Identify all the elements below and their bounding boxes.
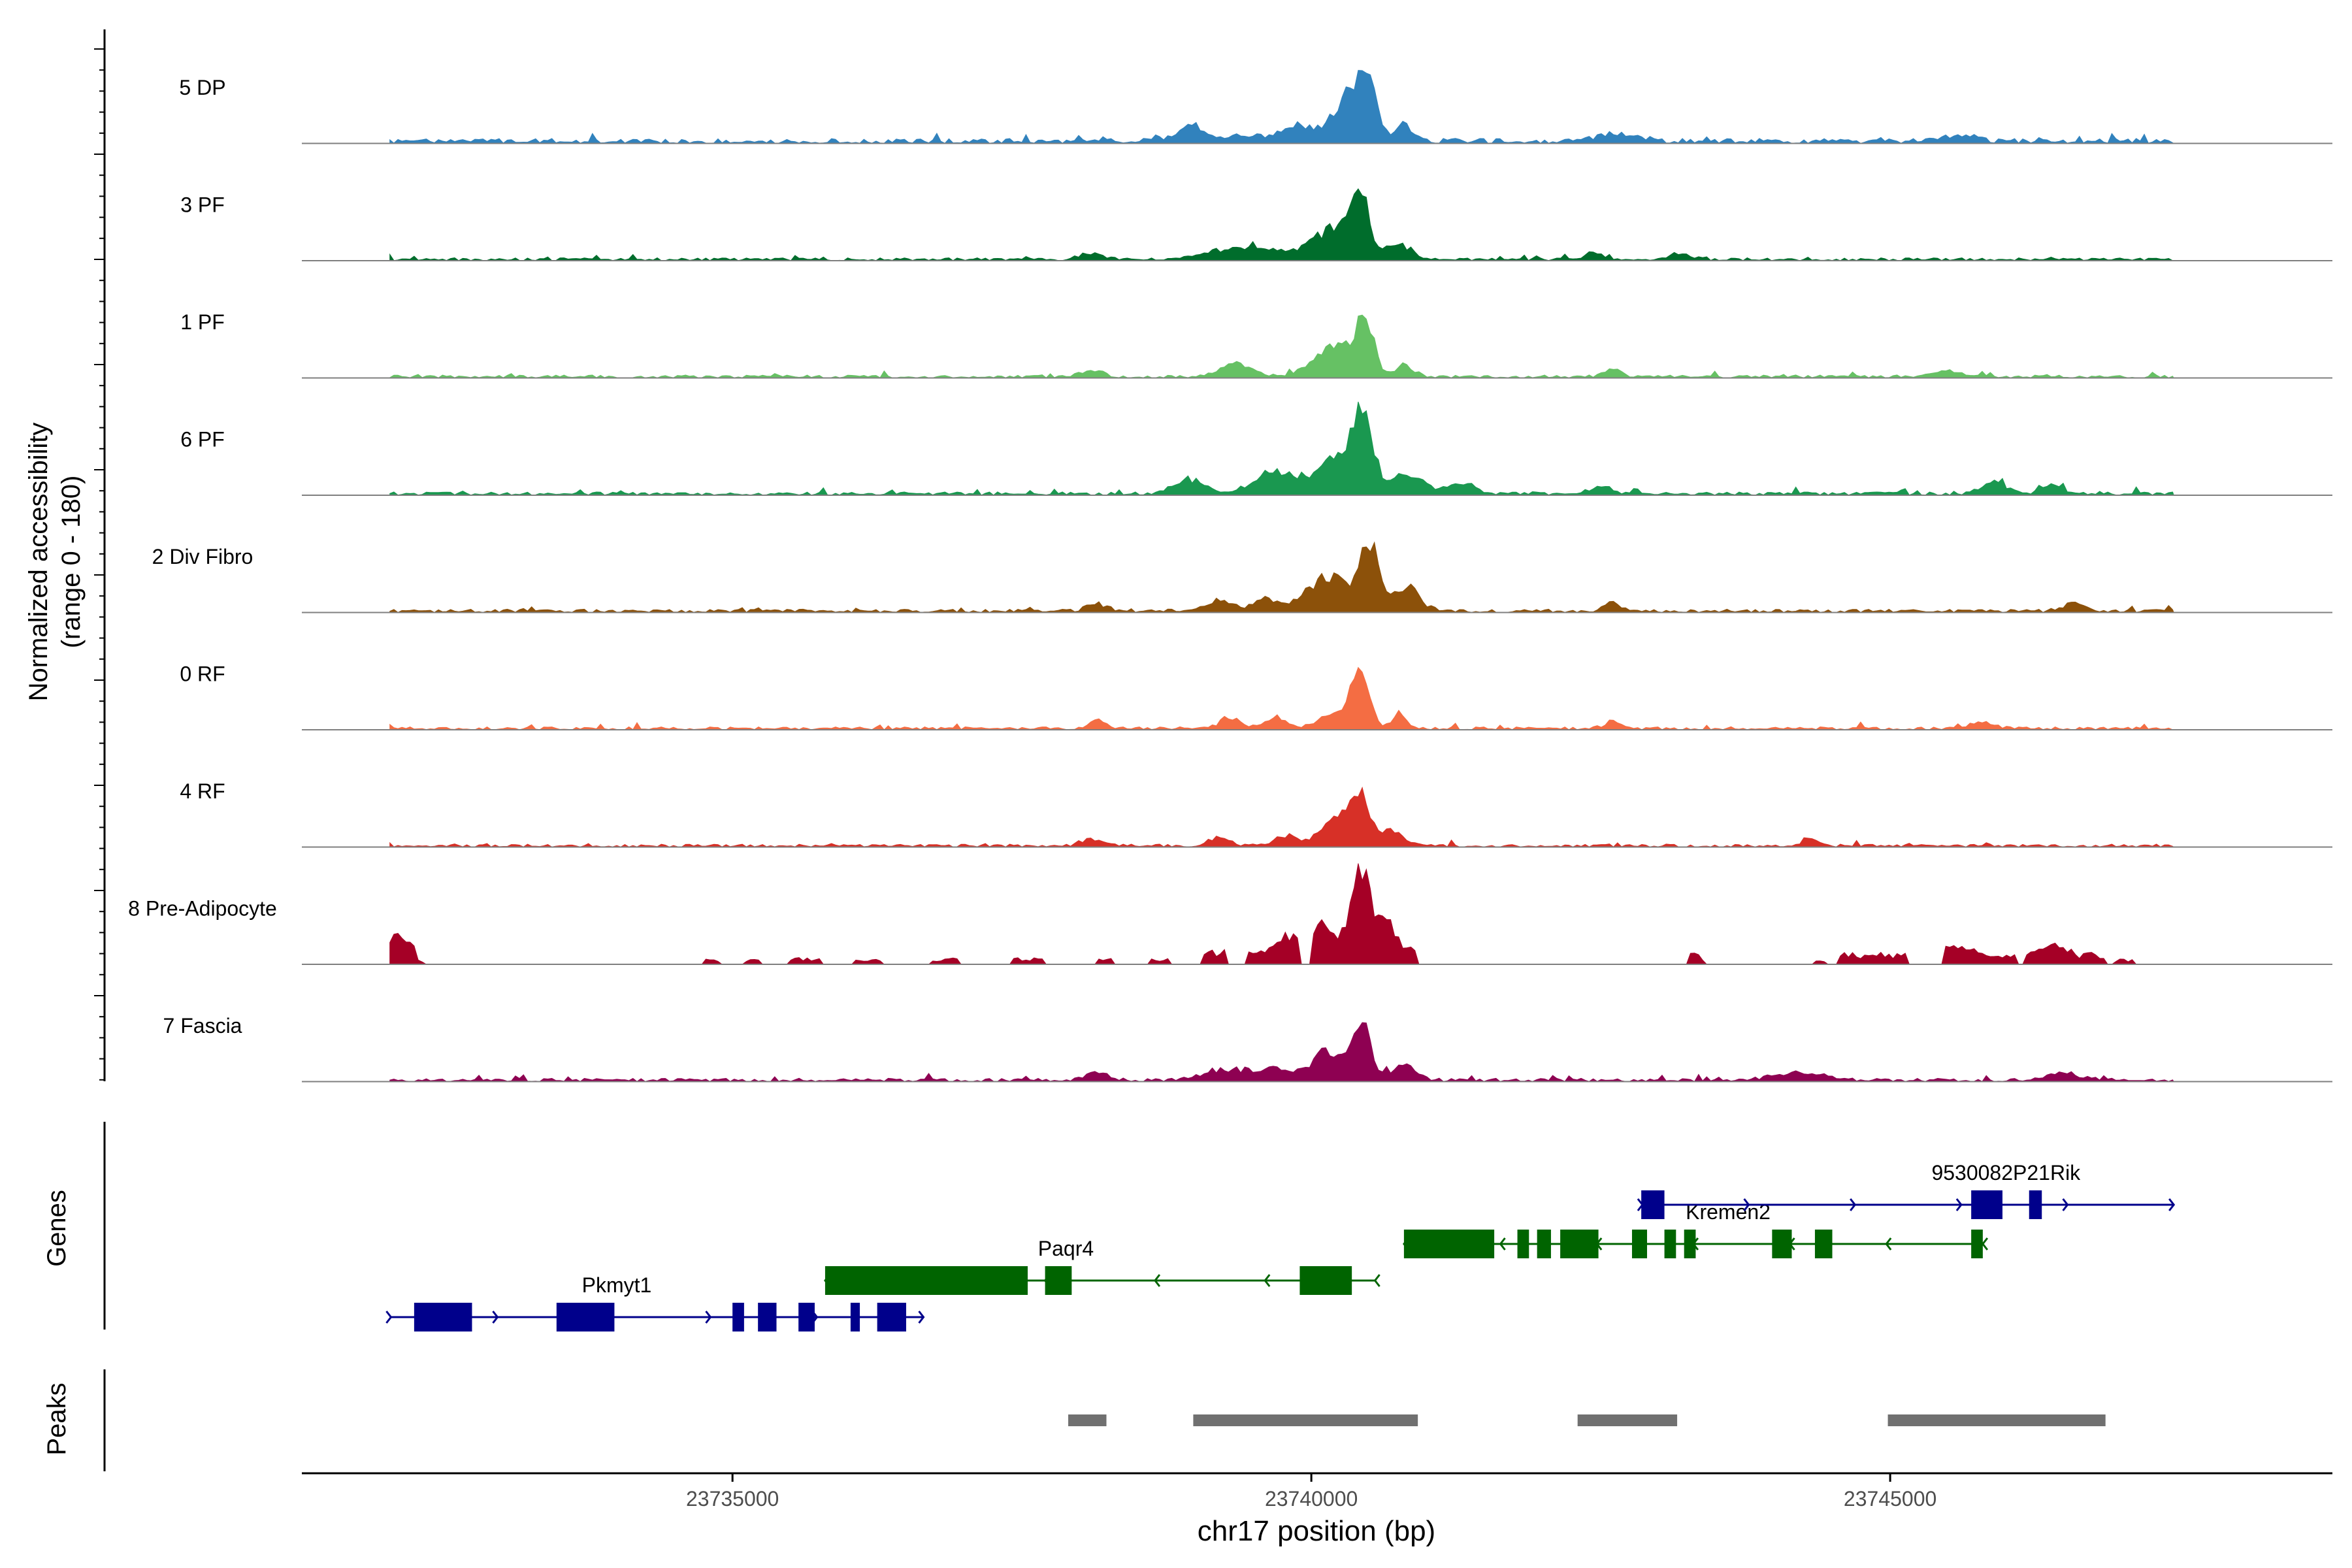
peak bbox=[1887, 1414, 2106, 1426]
strand-arrow bbox=[1264, 1274, 1271, 1287]
coverage-track: 2 Div Fibro bbox=[152, 541, 2332, 613]
coverage-area bbox=[389, 541, 2174, 613]
gene-exon bbox=[1971, 1190, 2002, 1219]
coverage-area bbox=[389, 70, 2175, 144]
gene: 9530082P21Rik bbox=[1637, 1161, 2176, 1219]
coverage-track: 3 PF bbox=[180, 188, 2332, 261]
track-label: 4 RF bbox=[180, 779, 225, 803]
strand-arrow bbox=[2062, 1198, 2069, 1211]
gene-exon bbox=[1814, 1230, 1833, 1258]
track-label: 0 RF bbox=[180, 662, 225, 686]
y-axis-title-line2: (range 0 - 180) bbox=[57, 476, 86, 649]
gene-label: Kremen2 bbox=[1686, 1200, 1771, 1224]
x-axis: 23735000 23740000 23745000 bbox=[302, 1472, 2332, 1511]
peak bbox=[1068, 1414, 1107, 1426]
strand-arrow bbox=[1743, 1198, 1750, 1211]
peak bbox=[1577, 1414, 1678, 1426]
gene-label: Pkmyt1 bbox=[582, 1273, 652, 1297]
gene-exon bbox=[414, 1303, 472, 1331]
gene-exon bbox=[1403, 1230, 1495, 1258]
track-label: 5 DP bbox=[179, 76, 225, 99]
gene: Pkmyt1 bbox=[385, 1273, 925, 1331]
strand-arrow bbox=[385, 1311, 393, 1324]
gene-exon bbox=[1641, 1190, 1665, 1219]
gene-exon bbox=[1631, 1230, 1648, 1258]
peak bbox=[1193, 1414, 1418, 1426]
gene-exon bbox=[825, 1266, 1028, 1295]
coverage-area bbox=[389, 1022, 2175, 1082]
gene-exon bbox=[1517, 1230, 1529, 1258]
x-axis-tick-label: 23735000 bbox=[686, 1487, 779, 1511]
track-label: 8 Pre-Adipocyte bbox=[128, 897, 277, 921]
strand-arrow bbox=[1499, 1237, 1506, 1250]
x-axis-title: chr17 position (bp) bbox=[1198, 1515, 1435, 1547]
strand-arrow bbox=[918, 1311, 925, 1324]
coverage-area bbox=[389, 401, 2174, 496]
coverage-track: 1 PF bbox=[180, 310, 2332, 379]
peaks-panel-label: Peaks bbox=[42, 1382, 71, 1455]
strand-arrow bbox=[1955, 1198, 1963, 1211]
gene-exon bbox=[1772, 1230, 1792, 1258]
gene-label: Paqr4 bbox=[1038, 1237, 1094, 1260]
strand-arrow bbox=[1850, 1198, 1857, 1211]
genes-panel-label: Genes bbox=[42, 1190, 71, 1267]
strand-arrow bbox=[1981, 1237, 1989, 1250]
gene-exon bbox=[1299, 1266, 1352, 1295]
coverage-track: 4 RF bbox=[180, 779, 2332, 848]
strand-arrow bbox=[1885, 1237, 1892, 1250]
gene-exon bbox=[758, 1303, 777, 1331]
gene-exon bbox=[850, 1303, 860, 1331]
x-axis-tick-label: 23740000 bbox=[1265, 1487, 1358, 1511]
gene: Kremen2 bbox=[1402, 1200, 1989, 1258]
gene-exon bbox=[1684, 1230, 1696, 1258]
coverage-track: 5 DP bbox=[179, 70, 2332, 144]
coverage-area bbox=[389, 314, 2175, 378]
gene-exon bbox=[798, 1303, 815, 1331]
strand-arrow bbox=[2168, 1198, 2176, 1211]
track-label: 1 PF bbox=[180, 310, 225, 334]
coverage-area bbox=[389, 188, 2174, 261]
gene-exon bbox=[1537, 1230, 1551, 1258]
track-label: 3 PF bbox=[180, 193, 225, 217]
gene-exon bbox=[1971, 1230, 1983, 1258]
strand-arrow bbox=[492, 1311, 499, 1324]
gene-exon bbox=[2029, 1190, 2042, 1219]
gene: Paqr4 bbox=[824, 1237, 1380, 1295]
gene-exon bbox=[556, 1303, 615, 1331]
y-axis-title-line1: Normalized accessibility bbox=[24, 423, 53, 702]
coverage-track: 6 PF bbox=[180, 401, 2332, 496]
gene-label: 9530082P21Rik bbox=[1931, 1161, 2081, 1184]
peaks-panel bbox=[103, 1369, 2106, 1471]
coverage-area bbox=[389, 666, 2174, 730]
track-label: 2 Div Fibro bbox=[152, 545, 253, 568]
gene-exon bbox=[877, 1303, 906, 1331]
gene-exon bbox=[1045, 1266, 1072, 1295]
track-label: 6 PF bbox=[180, 428, 225, 451]
coverage-track: 0 RF bbox=[180, 662, 2332, 730]
strand-arrow bbox=[705, 1311, 712, 1324]
x-axis-tick-label: 23745000 bbox=[1844, 1487, 1936, 1511]
gene-exon bbox=[1560, 1230, 1599, 1258]
strand-arrow bbox=[1154, 1274, 1161, 1287]
coverage-track: 7 Fascia bbox=[163, 1014, 2332, 1083]
strand-arrow bbox=[1373, 1274, 1380, 1287]
coverage-tracks: 5 DP 3 PF 1 PF 6 PF 2 Div Fibro 0 RF 4 RF 8 Pre… bbox=[94, 29, 2332, 1083]
gene-annotation-panel: Pkmyt1 Paqr4 Kremen2 9530082P21Rik bbox=[103, 1122, 2176, 1331]
track-label: 7 Fascia bbox=[163, 1014, 242, 1037]
coverage-area bbox=[389, 863, 2174, 965]
coverage-track: 8 Pre-Adipocyte bbox=[128, 863, 2332, 965]
gene-exon bbox=[1664, 1230, 1676, 1258]
coverage-area bbox=[389, 786, 2175, 847]
gene-exon bbox=[732, 1303, 744, 1331]
